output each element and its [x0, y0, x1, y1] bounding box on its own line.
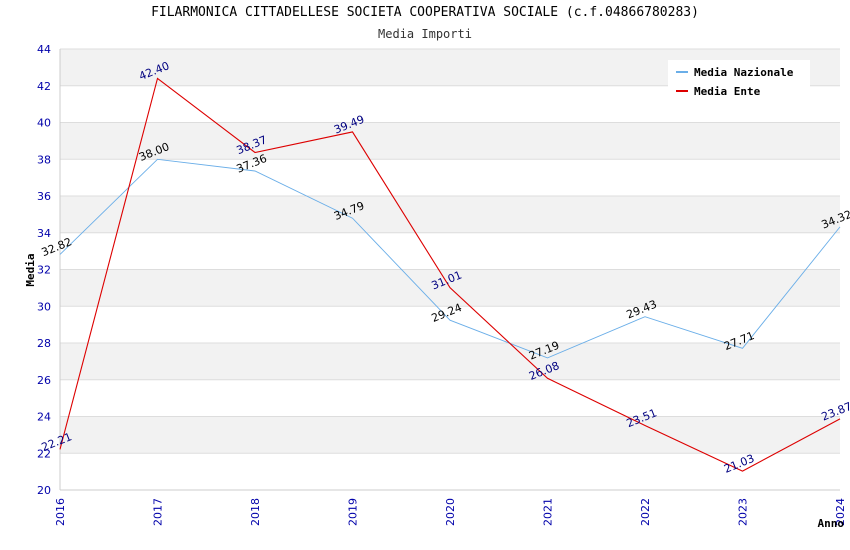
legend-label-media-nazionale: Media Nazionale [694, 66, 794, 79]
legend-box [668, 60, 810, 106]
grid-band [60, 379, 840, 417]
series-line-media-ente [59, 77, 841, 472]
grid-band [60, 232, 840, 270]
y-tick-label: 24 [37, 411, 51, 424]
y-tick-label: 28 [37, 337, 51, 350]
grid-band [60, 416, 840, 454]
x-tick-label: 2020 [444, 498, 457, 526]
grid-band [60, 122, 840, 160]
y-tick-label: 22 [37, 447, 51, 460]
grid-band [60, 159, 840, 196]
x-tick-label: 2023 [737, 498, 750, 526]
y-tick-label: 42 [37, 80, 51, 93]
x-tick-label: 2022 [639, 498, 652, 526]
grid-band [60, 453, 840, 490]
grid-band [60, 343, 840, 380]
y-tick-label: 32 [37, 264, 51, 277]
legend-label-media-ente: Media Ente [694, 85, 761, 98]
y-tick-label: 20 [37, 484, 51, 497]
x-tick-label: 2021 [542, 498, 555, 526]
chart-title: FILARMONICA CITTADELLESE SOCIETA COOPERA… [151, 5, 699, 20]
y-axis-label: Media [24, 253, 37, 286]
y-tick-label: 38 [37, 153, 51, 166]
x-tick-label: 2018 [249, 498, 262, 526]
y-tick-label: 36 [37, 190, 51, 203]
x-tick-label: 2024 [834, 498, 847, 526]
y-tick-label: 40 [37, 117, 51, 130]
y-tick-label: 44 [37, 43, 51, 56]
series-line-media-nazionale [59, 158, 841, 359]
chart-subtitle: Media Importi [378, 27, 472, 41]
y-tick-label: 26 [37, 374, 51, 387]
y-tick-label: 34 [37, 227, 51, 240]
x-tick-label: 2019 [347, 498, 360, 526]
x-axis-label: Anno [818, 517, 845, 530]
x-tick-label: 2017 [152, 498, 165, 526]
grid-band [60, 306, 840, 343]
grid-band [60, 196, 840, 233]
y-tick-label: 30 [37, 300, 51, 313]
x-tick-label: 2016 [54, 498, 67, 526]
